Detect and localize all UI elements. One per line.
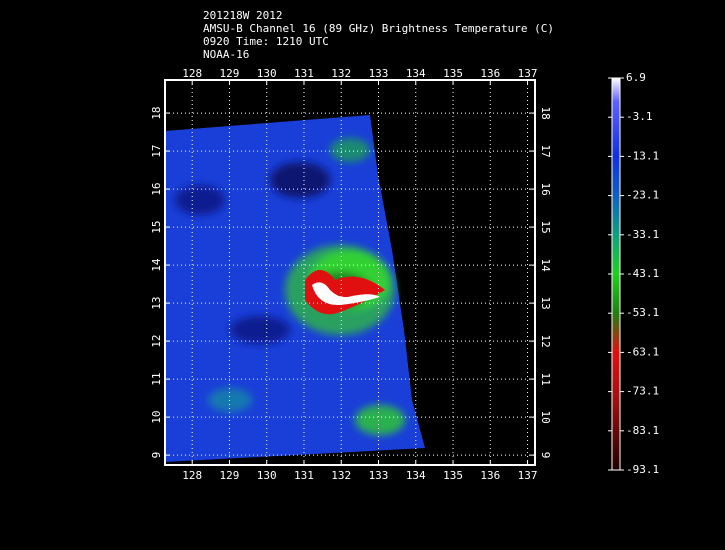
lat-label-right: 15 — [539, 220, 552, 233]
colorbar-label: -43.1 — [626, 267, 659, 280]
colorbar-label: -93.1 — [626, 463, 659, 476]
lon-label-top: 132 — [331, 67, 351, 80]
lat-label-left: 17 — [150, 144, 163, 157]
lat-label-right: 13 — [539, 296, 552, 309]
lat-label-left: 18 — [150, 106, 163, 119]
lon-label-bottom: 135 — [443, 469, 463, 482]
title-line: AMSU-B Channel 16 (89 GHz) Brightness Te… — [203, 22, 554, 35]
lon-label-top: 135 — [443, 67, 463, 80]
title-line: 201218W 2012 — [203, 9, 282, 22]
lon-label-bottom: 130 — [257, 469, 277, 482]
lon-label-bottom: 131 — [294, 469, 314, 482]
lon-label-bottom: 132 — [331, 469, 351, 482]
lon-label-top: 136 — [480, 67, 500, 80]
colorbar-label: -33.1 — [626, 228, 659, 241]
lon-label-top: 130 — [257, 67, 277, 80]
colorbar-label: -23.1 — [626, 189, 659, 202]
lon-label-bottom: 137 — [518, 469, 538, 482]
lat-label-left: 14 — [150, 258, 163, 272]
colorbar-label: -73.1 — [626, 385, 659, 398]
colorbar-label: -53.1 — [626, 306, 659, 319]
lon-label-bottom: 128 — [182, 469, 202, 482]
lat-label-left: 13 — [150, 296, 163, 309]
lat-label-left: 9 — [150, 452, 163, 459]
lat-label-right: 17 — [539, 144, 552, 157]
title-line: NOAA-16 — [203, 48, 249, 61]
title-line: 0920 Time: 1210 UTC — [203, 35, 329, 48]
lon-label-bottom: 136 — [480, 469, 500, 482]
colorbar-label: -83.1 — [626, 424, 659, 437]
lat-label-right: 14 — [539, 258, 552, 272]
lon-label-top: 128 — [182, 67, 202, 80]
lat-label-left: 10 — [150, 410, 163, 423]
lon-label-top: 134 — [406, 67, 426, 80]
lon-label-top: 131 — [294, 67, 314, 80]
colorbar — [611, 77, 621, 471]
lat-label-right: 10 — [539, 410, 552, 423]
lon-label-top: 133 — [369, 67, 389, 80]
map-frame — [164, 79, 536, 466]
lat-label-right: 18 — [539, 106, 552, 119]
lon-label-bottom: 134 — [406, 469, 426, 482]
lat-label-right: 11 — [539, 372, 552, 385]
lat-label-left: 11 — [150, 372, 163, 385]
lon-label-top: 137 — [518, 67, 538, 80]
colorbar-label: -13.1 — [626, 149, 659, 162]
lat-label-right: 16 — [539, 182, 552, 195]
lat-label-left: 12 — [150, 334, 163, 347]
lat-label-left: 15 — [150, 220, 163, 233]
lat-label-right: 12 — [539, 334, 552, 347]
lon-label-bottom: 133 — [369, 469, 389, 482]
lon-label-bottom: 129 — [220, 469, 240, 482]
lon-label-top: 129 — [220, 67, 240, 80]
lat-label-left: 16 — [150, 182, 163, 195]
satellite-imagery — [165, 115, 425, 462]
colorbar-label: -63.1 — [626, 345, 659, 358]
colorbar-label: -3.1 — [626, 110, 653, 123]
lat-label-right: 9 — [539, 452, 552, 459]
colorbar-label: 6.9 — [626, 71, 646, 84]
